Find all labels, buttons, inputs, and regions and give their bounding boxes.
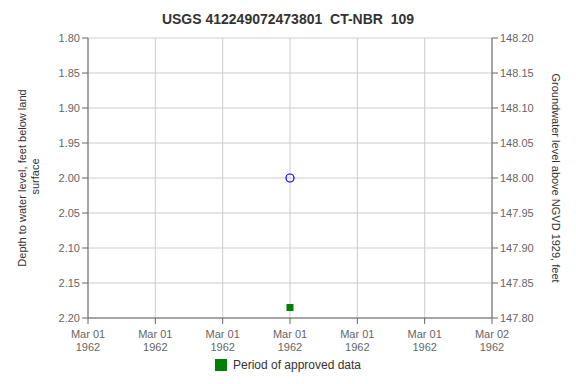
svg-text:147.80: 147.80	[500, 312, 534, 324]
html-text:Period of approved data: Period of approved data	[233, 358, 361, 372]
svg-text:Groundwater level above NGVD 1: Groundwater level above NGVD 1929, feet	[550, 73, 562, 282]
svg-text:Mar 011962: Mar 011962	[138, 328, 172, 353]
svg-text:2.15: 2.15	[59, 277, 80, 289]
svg-text:1.90: 1.90	[59, 102, 80, 114]
svg-text:147.85: 147.85	[500, 277, 534, 289]
svg-text:2.05: 2.05	[59, 207, 80, 219]
svg-text:148.20: 148.20	[500, 32, 534, 44]
svg-text:148.15: 148.15	[500, 67, 534, 79]
svg-text:148.00: 148.00	[500, 172, 534, 184]
svg-text:147.95: 147.95	[500, 207, 534, 219]
svg-text:Mar 011962: Mar 011962	[340, 328, 374, 353]
svg-text:148.10: 148.10	[500, 102, 534, 114]
svg-text:Mar 011962: Mar 011962	[408, 328, 442, 353]
svg-text:1.95: 1.95	[59, 137, 80, 149]
svg-text:Mar 021962: Mar 021962	[475, 328, 509, 353]
svg-text:1.85: 1.85	[59, 67, 80, 79]
html-text:USGS 412249072473801 CT-NBR 10: USGS 412249072473801 CT-NBR 109	[161, 11, 415, 27]
svg-text:Mar 011962: Mar 011962	[71, 328, 105, 353]
svg-text:Depth to water level, feet bel: Depth to water level, feet below land su…	[16, 89, 41, 266]
svg-text:147.90: 147.90	[500, 242, 534, 254]
svg-text:2.20: 2.20	[59, 312, 80, 324]
svg-text:Mar 011962: Mar 011962	[206, 328, 240, 353]
svg-text:2.00: 2.00	[59, 172, 80, 184]
svg-text:148.05: 148.05	[500, 137, 534, 149]
svg-text:2.10: 2.10	[59, 242, 80, 254]
svg-text:1.80: 1.80	[59, 32, 80, 44]
svg-text:Mar 011962: Mar 011962	[273, 328, 307, 353]
